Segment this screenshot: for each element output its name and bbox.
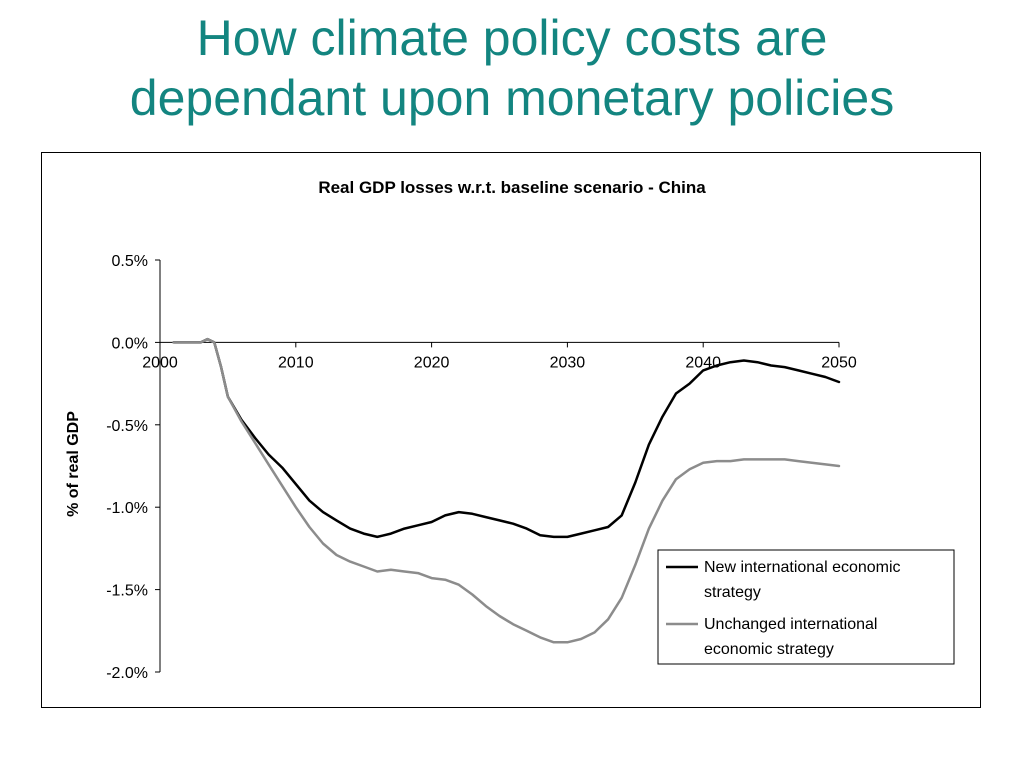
series-line-new-strategy: [172, 337, 841, 539]
legend-box: [657, 549, 955, 665]
series-line-unchanged-strategy: [172, 337, 841, 644]
x-tick-label: 2040: [685, 354, 721, 371]
chart-frame: Real GDP losses w.r.t. baseline scenario…: [41, 152, 981, 708]
legend-label: New international economic strategy: [704, 559, 901, 601]
axes: 0.5% 0.0% -0.5% -1.0% -1.5% -2.0% 2000 2010 2020…: [106, 253, 857, 682]
x-tick-label: 2010: [278, 354, 314, 371]
chart-title: Real GDP losses w.r.t. baseline scenario…: [318, 178, 706, 197]
slide-title-line-2: dependant upon monetary policies: [129, 70, 895, 126]
y-tick-label: -1.0%: [106, 500, 148, 517]
series-lines: [172, 337, 841, 644]
y-tick-label: -1.5%: [106, 583, 148, 600]
legend-label: Unchanged international economic strategy: [704, 616, 877, 658]
gdp-loss-line-chart: Real GDP losses w.r.t. baseline scenario…: [65, 178, 955, 682]
slide-title: How climate policy costs are dependant u…: [0, 8, 1024, 128]
y-tick-label: 0.5%: [112, 253, 148, 270]
x-tick-label: 2030: [550, 354, 586, 371]
slide-title-line-1: How climate policy costs are: [196, 10, 828, 66]
y-tick-label: -2.0%: [106, 665, 148, 682]
y-axis-label: % of real GDP: [65, 411, 82, 517]
x-tick-label: 2020: [414, 354, 450, 371]
y-tick-label: -0.5%: [106, 418, 148, 435]
legend: New international economic strategy Unchan…: [657, 549, 955, 665]
y-tick-label: 0.0%: [112, 335, 148, 352]
x-tick-label: 2000: [142, 354, 178, 371]
x-tick-label: 2050: [821, 354, 857, 371]
